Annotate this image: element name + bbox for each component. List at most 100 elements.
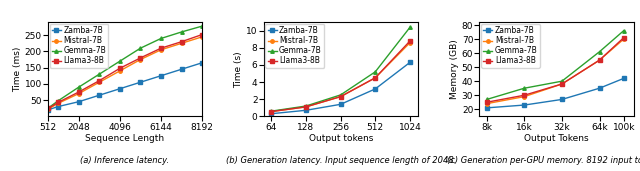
- Zamba-7B: [178, 68, 186, 70]
- Zamba-7B: [302, 109, 310, 111]
- Zamba-7B: [95, 94, 103, 96]
- Gemma-7B: [136, 47, 144, 49]
- Mistral-7B: [558, 83, 566, 85]
- Zamba-7B: [520, 104, 528, 106]
- Gemma-7B: [75, 86, 83, 88]
- Zamba-7B: [596, 87, 604, 89]
- Zamba-7B: [157, 75, 165, 77]
- Zamba-7B: [483, 107, 491, 109]
- Legend: Zamba-7B, Mistral-7B, Gemma-7B, Llama3-8B: Zamba-7B, Mistral-7B, Gemma-7B, Llama3-8…: [49, 24, 108, 68]
- X-axis label: Sequence Length: Sequence Length: [86, 134, 164, 143]
- Gemma-7B: [337, 94, 344, 96]
- Line: Zamba-7B: Zamba-7B: [269, 61, 412, 115]
- Llama3-8B: [520, 94, 528, 96]
- Mistral-7B: [95, 81, 103, 83]
- Zamba-7B: [54, 106, 62, 108]
- Llama3-8B: [136, 57, 144, 59]
- Text: (c) Generation per-GPU memory. 8192 input tokens.: (c) Generation per-GPU memory. 8192 inpu…: [447, 156, 640, 165]
- Llama3-8B: [44, 107, 52, 109]
- Gemma-7B: [268, 110, 275, 112]
- Legend: Zamba-7B, Mistral-7B, Gemma-7B, Llama3-8B: Zamba-7B, Mistral-7B, Gemma-7B, Llama3-8…: [481, 24, 540, 68]
- Mistral-7B: [596, 59, 604, 61]
- Zamba-7B: [406, 61, 414, 63]
- Mistral-7B: [268, 111, 275, 113]
- Gemma-7B: [95, 73, 103, 75]
- Zamba-7B: [620, 77, 628, 79]
- Line: Mistral-7B: Mistral-7B: [46, 35, 204, 111]
- Line: Gemma-7B: Gemma-7B: [269, 26, 412, 113]
- X-axis label: Output tokens: Output tokens: [308, 134, 373, 143]
- Gemma-7B: [620, 30, 628, 32]
- Line: Gemma-7B: Gemma-7B: [46, 24, 204, 110]
- Mistral-7B: [302, 106, 310, 108]
- Y-axis label: Memory (GB): Memory (GB): [450, 39, 459, 99]
- Zamba-7B: [198, 62, 206, 64]
- Zamba-7B: [558, 98, 566, 100]
- Gemma-7B: [198, 25, 206, 27]
- Mistral-7B: [157, 49, 165, 51]
- Llama3-8B: [116, 67, 124, 69]
- Mistral-7B: [178, 42, 186, 44]
- Mistral-7B: [520, 96, 528, 98]
- Gemma-7B: [406, 26, 414, 28]
- Llama3-8B: [596, 59, 604, 61]
- Llama3-8B: [75, 91, 83, 93]
- Line: Llama3-8B: Llama3-8B: [269, 39, 412, 113]
- Llama3-8B: [198, 34, 206, 36]
- Gemma-7B: [54, 100, 62, 102]
- Llama3-8B: [406, 40, 414, 42]
- Gemma-7B: [116, 60, 124, 62]
- Gemma-7B: [302, 105, 310, 107]
- Gemma-7B: [44, 107, 52, 109]
- Llama3-8B: [95, 80, 103, 82]
- Llama3-8B: [620, 37, 628, 39]
- Line: Mistral-7B: Mistral-7B: [269, 41, 412, 113]
- Gemma-7B: [520, 87, 528, 89]
- Line: Mistral-7B: Mistral-7B: [485, 37, 625, 105]
- Llama3-8B: [337, 96, 344, 98]
- Text: (b) Generation latency. Input sequence length of 2048.: (b) Generation latency. Input sequence l…: [226, 156, 456, 165]
- Llama3-8B: [302, 106, 310, 108]
- Mistral-7B: [75, 93, 83, 95]
- Llama3-8B: [371, 77, 379, 79]
- Zamba-7B: [268, 113, 275, 115]
- Gemma-7B: [178, 31, 186, 33]
- Y-axis label: Time (ms): Time (ms): [13, 47, 22, 92]
- Llama3-8B: [157, 47, 165, 49]
- Gemma-7B: [157, 37, 165, 40]
- Zamba-7B: [44, 109, 52, 111]
- Line: Zamba-7B: Zamba-7B: [485, 77, 625, 110]
- Zamba-7B: [75, 101, 83, 103]
- Mistral-7B: [371, 77, 379, 79]
- Llama3-8B: [483, 101, 491, 103]
- Text: (a) Inference latency.: (a) Inference latency.: [81, 156, 170, 165]
- Mistral-7B: [44, 108, 52, 110]
- Mistral-7B: [620, 38, 628, 40]
- Zamba-7B: [337, 103, 344, 105]
- Gemma-7B: [558, 80, 566, 82]
- Line: Gemma-7B: Gemma-7B: [485, 29, 625, 101]
- Mistral-7B: [116, 70, 124, 72]
- Zamba-7B: [116, 88, 124, 90]
- Mistral-7B: [406, 42, 414, 44]
- Legend: Zamba-7B, Mistral-7B, Gemma-7B, Llama3-8B: Zamba-7B, Mistral-7B, Gemma-7B, Llama3-8…: [265, 24, 324, 68]
- Line: Llama3-8B: Llama3-8B: [46, 33, 204, 110]
- Line: Zamba-7B: Zamba-7B: [46, 61, 204, 111]
- Gemma-7B: [596, 51, 604, 53]
- Y-axis label: Time (s): Time (s): [234, 51, 243, 88]
- Mistral-7B: [198, 36, 206, 38]
- Mistral-7B: [483, 103, 491, 105]
- Gemma-7B: [371, 71, 379, 73]
- Line: Llama3-8B: Llama3-8B: [485, 36, 625, 104]
- Llama3-8B: [558, 83, 566, 85]
- Gemma-7B: [483, 98, 491, 100]
- Llama3-8B: [178, 41, 186, 43]
- Llama3-8B: [268, 111, 275, 113]
- Zamba-7B: [136, 81, 144, 83]
- Zamba-7B: [371, 88, 379, 90]
- Llama3-8B: [54, 101, 62, 103]
- X-axis label: Output Tokens: Output Tokens: [524, 134, 589, 143]
- Mistral-7B: [54, 102, 62, 104]
- Mistral-7B: [136, 58, 144, 61]
- Mistral-7B: [337, 96, 344, 98]
